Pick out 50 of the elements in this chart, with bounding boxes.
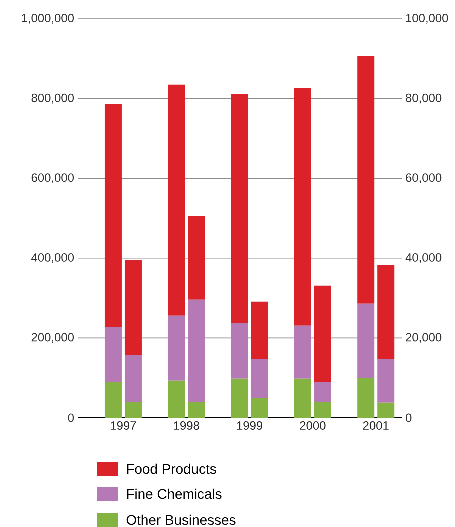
bar (251, 302, 268, 359)
y2-tick-label: 0 (406, 414, 412, 422)
y-tick-label: 400,000 (32, 253, 74, 264)
bar (358, 378, 375, 418)
bar (314, 382, 332, 402)
legend-label: Other Businesses (126, 514, 236, 526)
y-tick-label: 1,000,000 (22, 14, 74, 24)
bar (104, 327, 122, 382)
y2-tick-label: 100,000 (406, 14, 448, 24)
bar (378, 265, 395, 359)
legend-label: Food Products (127, 464, 216, 474)
y2-tick-label: 20,000 (406, 333, 442, 344)
bar (251, 398, 268, 418)
bar (314, 286, 332, 382)
y2-tick-label: 40,000 (406, 253, 442, 264)
bar (188, 216, 206, 300)
bar (188, 402, 206, 418)
y2-tick-label: 80,000 (406, 94, 442, 104)
bar (358, 56, 375, 304)
bar (231, 378, 248, 418)
y-tick-label: 0 (68, 414, 74, 422)
bar (251, 358, 268, 398)
bar (124, 402, 142, 418)
bar (168, 380, 186, 418)
bar (124, 354, 142, 402)
bar (104, 104, 122, 328)
bar (358, 304, 375, 378)
x-tick-label: 1998 (174, 422, 200, 430)
y2-tick-label: 60,000 (406, 174, 442, 184)
x-tick-label: 2001 (363, 422, 389, 430)
bar (294, 326, 312, 379)
bar (188, 300, 206, 402)
bar (231, 94, 248, 324)
bar (378, 358, 395, 403)
y-tick-label: 800,000 (32, 94, 74, 104)
y-tick-label: 200,000 (32, 333, 74, 344)
bar (124, 260, 142, 355)
bar (294, 378, 312, 418)
legend-label: Fine Chemicals (127, 488, 222, 500)
x-tick-label: 1999 (237, 422, 263, 430)
bar (104, 382, 122, 418)
x-tick-label: 2000 (300, 422, 326, 430)
bar (378, 402, 395, 418)
bar (314, 402, 332, 418)
bar (231, 323, 248, 379)
bar (294, 88, 312, 326)
bar (168, 316, 186, 381)
x-tick-label: 1997 (111, 422, 136, 430)
y-tick-label: 600,000 (32, 174, 74, 184)
bar (168, 84, 186, 316)
